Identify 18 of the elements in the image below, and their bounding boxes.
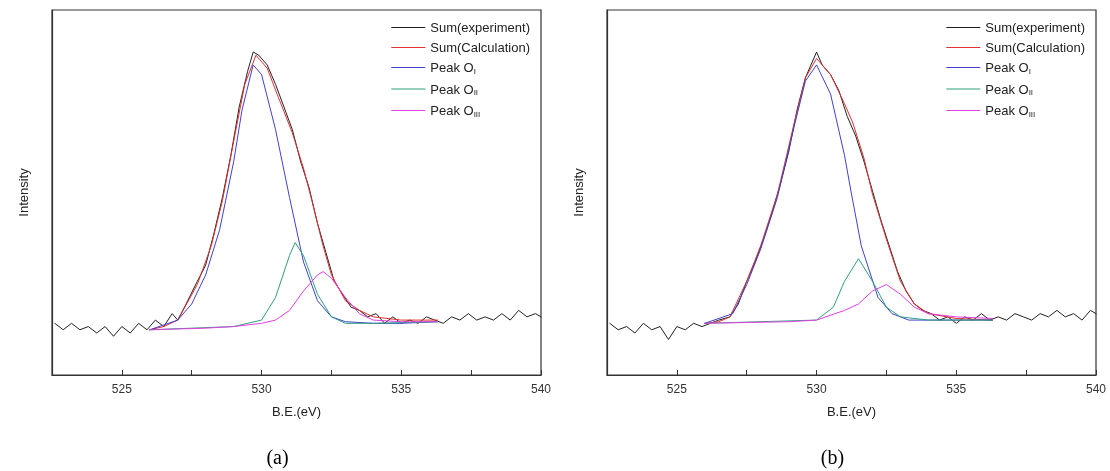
x-axis-title: B.E.(eV) <box>271 404 322 419</box>
text: (b) <box>820 446 845 469</box>
x-tick-label: 530 <box>806 382 827 396</box>
x-tick-label: 525 <box>666 382 688 396</box>
legend-label: Sum(Calculation) <box>985 40 1085 55</box>
legend-label: Sum(experiment) <box>430 20 530 35</box>
x-tick-label: 535 <box>391 382 412 396</box>
legend-label: Sum(Calculation) <box>430 40 530 55</box>
x-tick-label: 530 <box>251 382 272 396</box>
x-tick-label: 525 <box>111 382 133 396</box>
y-axis-title: Intensity <box>571 167 586 217</box>
x-tick-label: 540 <box>1085 382 1107 396</box>
y-axis-title: Intensity <box>16 167 31 217</box>
text: (a) <box>266 446 289 469</box>
x-tick-label: 535 <box>946 382 967 396</box>
x-axis-title: B.E.(eV) <box>826 404 877 419</box>
x-tick-label: 540 <box>530 382 552 396</box>
legend-label: Sum(experiment) <box>985 20 1085 35</box>
